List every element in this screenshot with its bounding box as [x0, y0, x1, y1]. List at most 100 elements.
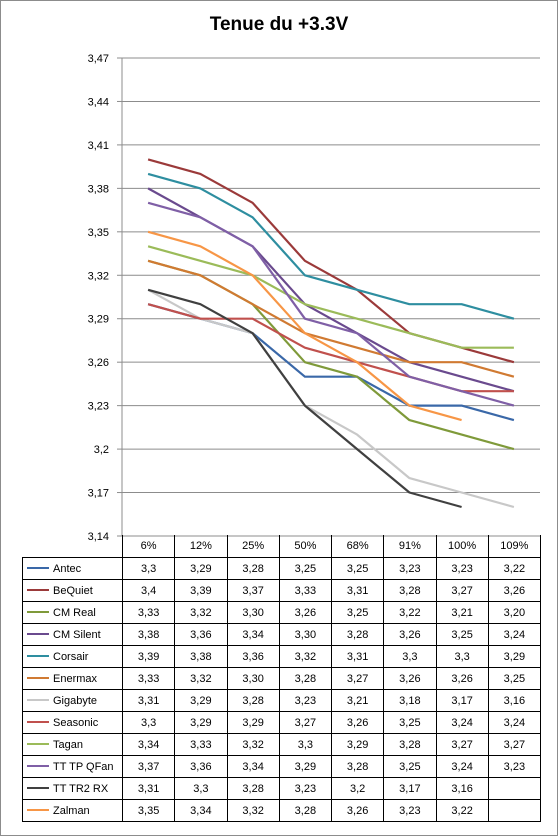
- legend-key: [27, 654, 49, 657]
- table-row: Antec 3,3 3,29 3,28 3,25 3,25 3,23 3,23 3,22: [22, 557, 542, 580]
- series-name: TT TP QFan: [53, 760, 114, 773]
- data-label: 3,29: [330, 733, 385, 756]
- data-label: 3,23: [487, 755, 542, 778]
- data-label: 3,38: [174, 645, 228, 668]
- data-label: 3,36: [226, 645, 280, 668]
- x-tick-label: 25%: [226, 535, 280, 558]
- data-label: 3,33: [174, 733, 228, 756]
- legend-key: [27, 808, 49, 811]
- data-label: 3,24: [435, 711, 489, 734]
- series-name: CM Silent: [53, 628, 101, 641]
- data-label: 3,26: [383, 623, 437, 646]
- table-header-row: 6% 12% 25% 50% 68% 91% 100% 109%: [22, 535, 542, 558]
- legend-entry: Enermax: [22, 667, 123, 690]
- data-label: [487, 777, 542, 800]
- legend-entry: Antec: [22, 557, 123, 580]
- series-name: Zalman: [53, 804, 90, 817]
- legend-entry: BeQuiet: [22, 579, 123, 602]
- data-label: 3,29: [226, 711, 280, 734]
- data-label: 3,29: [174, 689, 228, 712]
- data-label: 3,27: [278, 711, 333, 734]
- legend-key: [27, 742, 49, 745]
- data-label: 3,32: [174, 667, 228, 690]
- data-label: 3,31: [330, 579, 385, 602]
- data-label: 3,27: [435, 579, 489, 602]
- table-row: TT TP QFan 3,37 3,36 3,34 3,29 3,28 3,25 3,24 3,…: [22, 755, 542, 778]
- data-label: 3,36: [174, 623, 228, 646]
- series-name: Gigabyte: [53, 694, 98, 707]
- legend-entry: Gigabyte: [22, 689, 123, 712]
- data-label: 3,28: [383, 579, 437, 602]
- data-label: 3,29: [487, 645, 542, 668]
- legend-entry: Zalman: [22, 799, 123, 822]
- data-label: 3,37: [121, 755, 176, 778]
- data-label: 3,22: [435, 799, 489, 822]
- legend-key: [27, 764, 49, 767]
- data-label: 3,28: [226, 557, 280, 580]
- y-tick-label: 3,44: [88, 96, 109, 108]
- data-label: 3,23: [278, 689, 333, 712]
- series-name: TT TR2 RX: [53, 782, 109, 795]
- data-label: 3,28: [226, 777, 280, 800]
- data-label: 3,26: [383, 667, 437, 690]
- legend-entry: Tagan: [22, 733, 123, 756]
- y-tick-label: 3,32: [88, 270, 109, 282]
- legend-key: [27, 676, 49, 679]
- data-label: 3,26: [278, 601, 333, 624]
- data-label: 3,31: [330, 645, 385, 668]
- legend-key: [27, 720, 49, 723]
- series-name: Enermax: [53, 672, 98, 685]
- table-row: Seasonic 3,3 3,29 3,29 3,27 3,26 3,25 3,24 3,24: [22, 711, 542, 734]
- chart-title: Tenue du +3.3V: [209, 14, 349, 35]
- x-tick-label: 6%: [121, 535, 176, 558]
- table-row: Corsair 3,39 3,38 3,36 3,32 3,31 3,3 3,3 3,29: [22, 645, 542, 668]
- data-label: 3,34: [174, 799, 228, 822]
- data-label: 3,36: [174, 755, 228, 778]
- data-label: 3,17: [383, 777, 437, 800]
- data-label: 3,16: [435, 777, 489, 800]
- data-label: 3,30: [226, 667, 280, 690]
- legend-key: [27, 632, 49, 635]
- table-row: CM Silent 3,38 3,36 3,34 3,30 3,28 3,26 3,25 3,2…: [22, 623, 542, 646]
- legend-entry: Corsair: [22, 645, 123, 668]
- table-corner: [22, 535, 123, 558]
- y-tick-label: 3,41: [88, 140, 109, 152]
- data-label: 3,29: [174, 711, 228, 734]
- data-label: 3,3: [174, 777, 228, 800]
- data-label: 3,27: [330, 667, 385, 690]
- y-tick-label: 3,47: [88, 53, 109, 65]
- data-label: 3,3: [121, 711, 176, 734]
- y-tick-label: 3,35: [88, 227, 109, 239]
- y-tick-label: 3,2: [94, 444, 109, 456]
- legend-key: [27, 588, 49, 591]
- legend-key: [27, 610, 49, 613]
- y-tick-label: 3,17: [88, 488, 109, 500]
- data-label: 3,39: [174, 579, 228, 602]
- legend-entry: CM Real: [22, 601, 123, 624]
- data-label: 3,28: [226, 689, 280, 712]
- series-name: Tagan: [53, 738, 83, 751]
- series-line-zalman: [147, 230, 462, 422]
- data-label: 3,34: [226, 623, 280, 646]
- data-label: 3,28: [383, 733, 437, 756]
- data-label: 3,31: [121, 689, 176, 712]
- legend-key: [27, 566, 49, 569]
- data-label: 3,29: [278, 755, 333, 778]
- data-label: 3,25: [435, 623, 489, 646]
- data-label: 3,32: [226, 799, 280, 822]
- x-tick-label: 50%: [278, 535, 333, 558]
- data-label: 3,38: [121, 623, 176, 646]
- data-label: 3,35: [121, 799, 176, 822]
- data-label: 3,22: [383, 601, 437, 624]
- y-tick-label: 3,29: [88, 314, 109, 326]
- series-line-corsair: [147, 172, 515, 320]
- data-label: 3,32: [278, 645, 333, 668]
- table-row: CM Real 3,33 3,32 3,30 3,26 3,25 3,22 3,21 3,20: [22, 601, 542, 624]
- data-label: 3,24: [487, 623, 542, 646]
- data-label: 3,24: [487, 711, 542, 734]
- data-label: 3,29: [174, 557, 228, 580]
- data-label: 3,26: [330, 799, 385, 822]
- table-row: BeQuiet 3,4 3,39 3,37 3,33 3,31 3,28 3,27 3,26: [22, 579, 542, 602]
- data-label: 3,32: [226, 733, 280, 756]
- data-label: 3,25: [487, 667, 542, 690]
